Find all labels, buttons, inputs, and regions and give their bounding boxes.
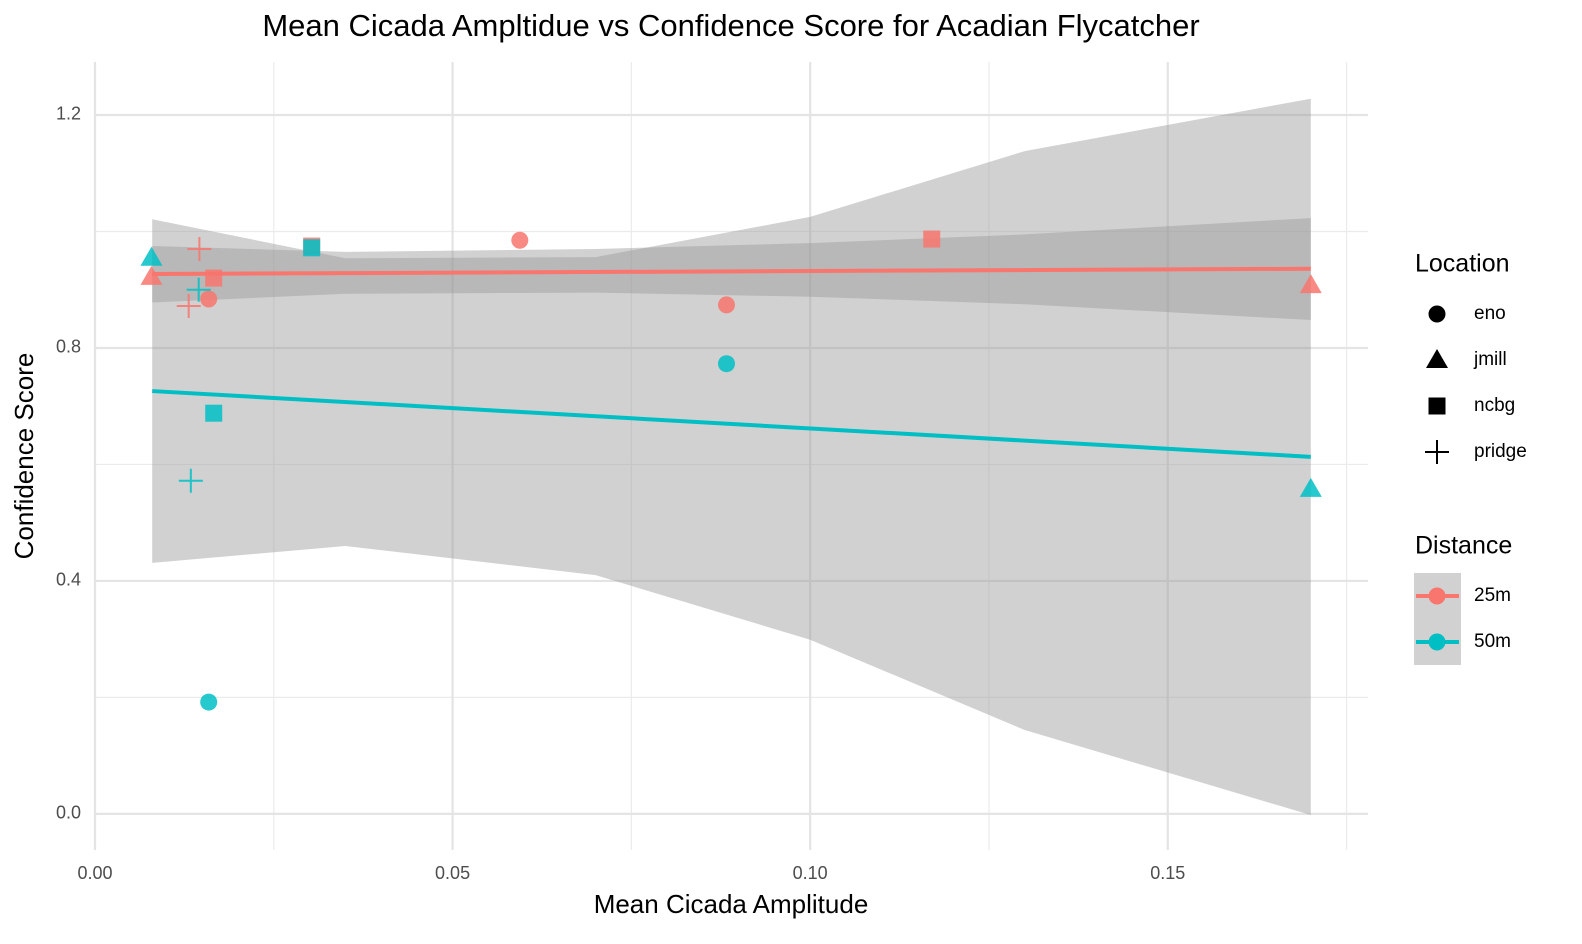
x-tick-label: 0.00 [77, 863, 112, 883]
confidence-band [152, 98, 1311, 816]
point [511, 231, 529, 249]
legend-key-bg [1414, 573, 1461, 665]
y-tick-label: 0.4 [56, 570, 81, 590]
x-tick-label: 0.15 [1150, 863, 1185, 883]
point [140, 265, 163, 285]
legend-label: ncbg [1474, 395, 1515, 416]
legend-label: eno [1474, 303, 1506, 324]
legend-title: Distance [1415, 532, 1512, 560]
point [717, 355, 735, 373]
legend-point [1428, 587, 1446, 605]
point [1425, 440, 1449, 464]
point [1299, 274, 1322, 294]
fit-line [152, 266, 1311, 276]
point [923, 230, 941, 248]
fit-line [152, 389, 1311, 459]
point [200, 290, 218, 308]
legend-label: 50m [1474, 631, 1511, 652]
y-tick-label: 0.8 [56, 337, 81, 357]
x-axis-title: Mean Cicada Amplitude [594, 889, 869, 919]
point [303, 239, 321, 257]
y-tick-label: 1.2 [56, 104, 81, 124]
legend-label: 25m [1474, 585, 1511, 606]
legend-title: Location [1415, 250, 1510, 278]
point [187, 236, 212, 261]
y-tick-label: 0.0 [56, 803, 81, 823]
point [200, 693, 218, 711]
point [717, 296, 735, 314]
point [205, 404, 223, 422]
point [176, 294, 201, 319]
chart-title: Mean Cicada Ampltidue vs Confidence Scor… [262, 8, 1199, 43]
point [205, 269, 223, 287]
point [1426, 349, 1448, 368]
point [1428, 305, 1446, 323]
legend-point [1428, 633, 1446, 651]
confidence-band [152, 218, 1311, 321]
point [186, 277, 211, 302]
point [1428, 397, 1446, 415]
point [178, 468, 203, 493]
point [140, 246, 163, 266]
y-axis-title: Confidence Score [9, 353, 39, 560]
point [1299, 477, 1322, 497]
legend-label: jmill [1473, 349, 1507, 370]
legend-label: pridge [1474, 441, 1527, 462]
x-tick-label: 0.05 [435, 863, 470, 883]
x-tick-label: 0.10 [793, 863, 828, 883]
